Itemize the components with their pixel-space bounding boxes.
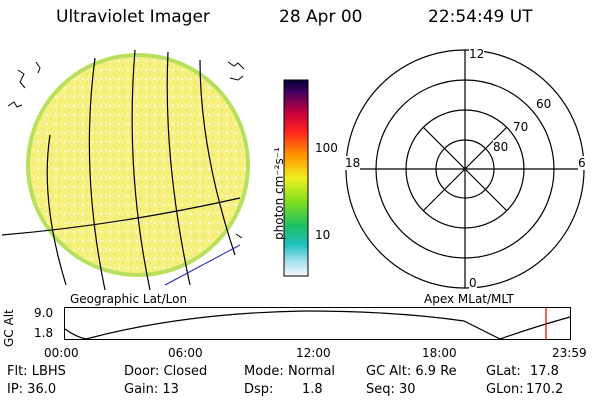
glon-value: 170.2	[526, 382, 564, 397]
altitude-xtick-1800: 18:00	[422, 346, 457, 360]
apex-caption: Apex MLat/MLT	[424, 292, 514, 306]
disk-limb	[26, 53, 250, 277]
dsp-label: Dsp:	[244, 382, 274, 397]
mlat-label-80: 80	[493, 140, 509, 154]
glat-label: GLat:	[486, 364, 521, 379]
gain-value: Gain: 13	[124, 382, 179, 397]
altitude-ytick-min: 1.8	[34, 326, 54, 340]
altitude-curve	[64, 310, 571, 340]
geographic-image	[1, 49, 250, 290]
ip-value: IP: 36.0	[7, 382, 57, 397]
mlt-label-12: 12	[469, 47, 485, 61]
mlt-label-6: 6	[578, 156, 586, 170]
colorbar-label: photon cm⁻²s⁻¹	[272, 147, 286, 240]
meridian-lines	[46, 49, 236, 290]
colorbar-tick-100: 100	[315, 141, 338, 155]
mode-value: Normal	[288, 364, 336, 379]
altitude-xtick-1200: 12:00	[296, 346, 331, 360]
date-label: 28 Apr 00	[279, 7, 363, 27]
gc-alt-value: GC Alt: 6.9 Re	[366, 364, 457, 379]
mlt-label-18: 18	[345, 156, 361, 170]
door-status: Door: Closed	[124, 364, 208, 379]
altitude-xtick-0000: 00:00	[44, 346, 79, 360]
instrument-title: Ultraviolet Imager	[56, 7, 210, 27]
color-bar	[283, 79, 309, 277]
auroral-disk	[26, 53, 250, 277]
seq-value: Seq: 30	[366, 382, 416, 397]
mlt-label-0: 0	[469, 276, 477, 290]
latitude-line	[1, 197, 241, 236]
mlat-label-70: 70	[513, 120, 529, 134]
limb-boundary	[164, 244, 241, 286]
mlat-label-60: 60	[536, 97, 552, 111]
colorbar-tick-10: 10	[315, 228, 331, 242]
altitude-ytick-max: 9.0	[34, 306, 54, 320]
polar-plot	[345, 49, 585, 289]
altitude-xtick-0600: 06:00	[168, 346, 203, 360]
mode-label: Mode:	[244, 364, 284, 379]
altitude-plot	[64, 307, 571, 340]
glat-value: 17.8	[530, 364, 559, 379]
altitude-ylabel: GC Alt	[2, 309, 16, 347]
dsp-value: 1.8	[302, 382, 323, 397]
geographic-caption: Geographic Lat/Lon	[70, 292, 188, 306]
time-label: 22:54:49 UT	[428, 7, 533, 27]
filter-label: Flt: LBHS	[7, 364, 66, 379]
altitude-xtick-2359: 23:59	[552, 346, 587, 360]
glon-label: GLon:	[486, 382, 524, 397]
coastline	[7, 61, 245, 239]
